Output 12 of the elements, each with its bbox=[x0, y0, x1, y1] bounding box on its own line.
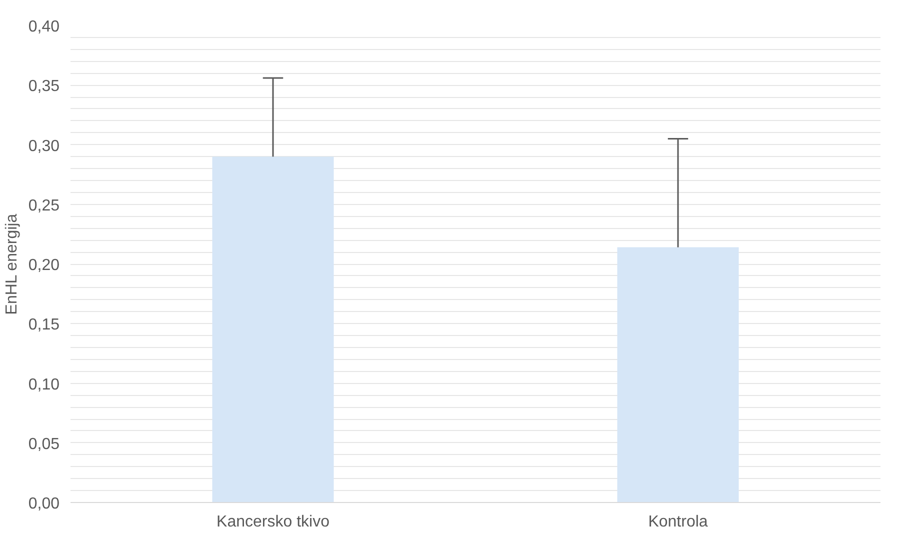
y-tick-label: 0,10 bbox=[28, 376, 60, 394]
y-axis-title: EnHL energija bbox=[3, 214, 20, 315]
y-tick-label: 0,05 bbox=[28, 436, 60, 453]
y-tick-label: 0,00 bbox=[28, 496, 60, 512]
x-tick-label: Kancersko tkivo bbox=[216, 514, 330, 530]
y-tick-label: 0,20 bbox=[28, 257, 60, 274]
x-tick-label: Kontrola bbox=[648, 514, 708, 530]
y-tick-label: 0,30 bbox=[28, 138, 60, 155]
y-tick-label: 0,25 bbox=[28, 197, 60, 214]
y-tick-label: 0,40 bbox=[28, 18, 60, 36]
y-tick-label: 0,15 bbox=[28, 316, 60, 334]
y-tick-label: 0,35 bbox=[28, 78, 60, 96]
